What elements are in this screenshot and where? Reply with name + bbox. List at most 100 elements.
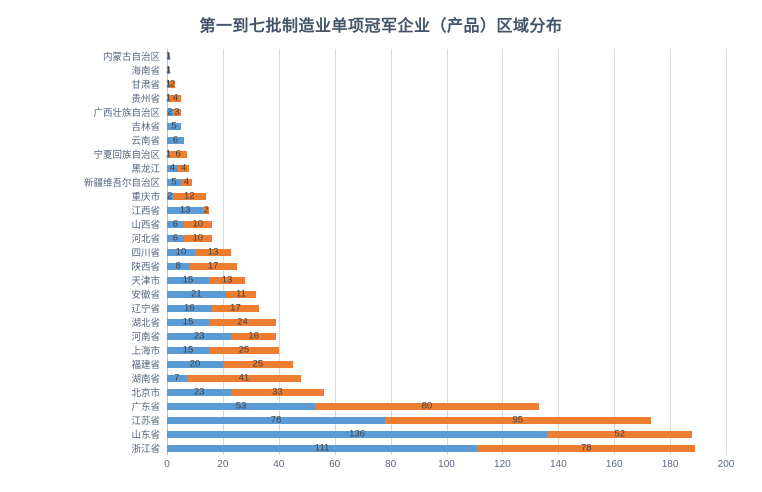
bar-segment-series-2-orange[interactable]: 4 xyxy=(178,163,190,172)
bar-segment-series-2-orange[interactable]: 2 xyxy=(203,205,209,214)
bar-segment-series-2-orange[interactable]: 80 xyxy=(315,401,539,410)
data-label: 10 xyxy=(192,232,204,244)
bar-segment-series-1-blue[interactable]: 1 xyxy=(166,79,171,88)
bar-row: 云南省 6 xyxy=(0,133,727,147)
category-label: 北京市 xyxy=(131,388,160,399)
bar-segment-series-1-blue[interactable]: 21 xyxy=(167,289,226,298)
category-label: 陕西省 xyxy=(131,262,160,273)
data-label: 6 xyxy=(172,218,179,230)
bar-segment-series-2-orange[interactable]: 13 xyxy=(208,274,246,286)
category-label: 重庆市 xyxy=(131,192,160,203)
data-label: 10 xyxy=(175,246,187,258)
bar-segment-series-1-blue[interactable]: 6 xyxy=(167,218,184,230)
bar-segment-series-1-blue[interactable]: 5 xyxy=(167,121,181,130)
bar-row: 广东省 53 80 xyxy=(0,399,727,413)
data-label: 5 xyxy=(171,176,177,188)
category-label: 四川省 xyxy=(131,248,160,259)
bar-row: 内蒙古自治区 1 xyxy=(0,49,727,63)
bar-row: 新疆维吾尔自治区 5 4 xyxy=(0,175,727,189)
category-label: 云南省 xyxy=(131,136,160,147)
bar-segment-series-2-orange[interactable]: 4 xyxy=(169,93,181,102)
category-label: 浙江省 xyxy=(131,444,160,455)
bar-segment-series-2-orange[interactable]: 16 xyxy=(231,331,276,340)
bar-segment-series-1-blue[interactable]: 1 xyxy=(166,93,171,102)
bar-segment-series-1-blue[interactable]: 15 xyxy=(167,345,209,354)
bar-segment-series-1-blue[interactable]: 1 xyxy=(166,51,171,60)
bar-row: 天津市 15 13 xyxy=(0,273,727,287)
bar-segment-series-1-blue[interactable]: 4 xyxy=(167,163,179,172)
bar-segment-series-2-orange[interactable]: 78 xyxy=(477,442,696,454)
bar-segment-series-1-blue[interactable]: 2 xyxy=(167,107,173,116)
bar-row: 四川省 10 13 xyxy=(0,245,727,259)
bar-segment-series-1-blue[interactable]: 23 xyxy=(167,386,232,398)
category-label: 山东省 xyxy=(131,430,160,441)
bar-row: 北京市 23 33 xyxy=(0,385,727,399)
bar-row: 山西省 6 10 xyxy=(0,217,727,231)
data-label: 23 xyxy=(193,386,205,398)
bar-segment-series-2-orange[interactable]: 3 xyxy=(172,107,181,116)
x-tick-label: 200 xyxy=(717,459,735,470)
bar-segment-series-2-orange[interactable]: 95 xyxy=(385,414,651,426)
bar-segment-series-2-orange[interactable]: 10 xyxy=(183,219,212,228)
bar-segment-series-2-orange[interactable]: 4 xyxy=(180,176,193,188)
gridline xyxy=(670,49,672,455)
bar-segment-series-1-blue[interactable]: 5 xyxy=(167,176,181,188)
bar-segment-series-1-blue[interactable]: 15 xyxy=(167,317,209,326)
x-tick-label: 120 xyxy=(494,459,511,470)
category-label: 河北省 xyxy=(131,234,160,245)
bar-track: 1 xyxy=(166,51,726,60)
bar-segment-series-2-orange[interactable]: 10 xyxy=(183,232,212,244)
bar-segment-series-1-blue[interactable]: 7 xyxy=(167,373,187,382)
bar-segment-series-2-orange[interactable]: 2 xyxy=(169,78,176,90)
bar-segment-series-1-blue[interactable]: 10 xyxy=(167,246,195,258)
category-label: 甘肃省 xyxy=(131,80,160,91)
bar-segment-series-1-blue[interactable]: 78 xyxy=(167,415,385,424)
bar-segment-series-1-blue[interactable]: 15 xyxy=(167,274,209,286)
bar-segment-series-1-blue[interactable]: 1 xyxy=(166,149,171,158)
bar-row: 吉林省 5 xyxy=(0,119,727,133)
bar-segment-series-2-orange[interactable]: 25 xyxy=(208,345,279,354)
bar-row: 河北省 6 10 xyxy=(0,231,727,245)
bar-row: 甘肃省 1 2 xyxy=(0,77,727,91)
bar-segment-series-2-orange[interactable]: 25 xyxy=(222,359,293,368)
data-label: 15 xyxy=(182,274,194,286)
bar-segment-series-2-orange[interactable]: 13 xyxy=(194,247,232,256)
bar-segment-series-1-blue[interactable]: 2 xyxy=(167,191,173,200)
bar-segment-series-2-orange[interactable]: 12 xyxy=(172,190,207,202)
data-label: 78 xyxy=(580,442,592,454)
x-tick-label: 160 xyxy=(605,459,623,470)
bar-row: 贵州省 1 4 xyxy=(0,91,727,105)
bar-segment-series-1-blue[interactable]: 6 xyxy=(167,135,184,144)
chart-title: 第一到七批制造业单项冠军企业（产品）区域分布 xyxy=(199,18,563,35)
bar-segment-series-2-orange[interactable]: 17 xyxy=(211,303,260,312)
bar-segment-series-2-orange[interactable]: 41 xyxy=(186,373,302,382)
bar-segment-series-1-blue[interactable]: 136 xyxy=(167,429,548,438)
data-label: 12 xyxy=(184,190,195,202)
bar-segment-series-2-orange[interactable]: 6 xyxy=(169,149,187,158)
bar-segment-series-1-blue[interactable]: 111 xyxy=(167,443,478,452)
bar-segment-series-1-blue[interactable]: 13 xyxy=(167,205,204,214)
bar-segment-series-2-orange[interactable]: 11 xyxy=(225,289,257,298)
category-label: 广东省 xyxy=(131,402,160,413)
bar-track: 2 12 xyxy=(167,190,726,202)
bar-segment-series-1-blue[interactable]: 20 xyxy=(167,359,223,368)
bar-segment-series-2-orange[interactable]: 33 xyxy=(231,387,324,396)
bar-track: 15 25 xyxy=(167,345,726,354)
bar-segment-series-2-orange[interactable]: 52 xyxy=(547,429,693,438)
category-label: 贵州省 xyxy=(131,94,160,105)
bar-segment-series-1-blue[interactable]: 8 xyxy=(167,261,190,270)
data-label: 13 xyxy=(221,274,233,286)
bar-segment-series-1-blue[interactable]: 6 xyxy=(167,233,184,242)
data-label: 95 xyxy=(512,414,524,426)
bar-segment-series-1-blue[interactable]: 16 xyxy=(167,303,212,312)
bar-segment-series-1-blue[interactable]: 1 xyxy=(166,65,171,74)
data-label: 2 xyxy=(169,78,176,90)
data-label: 4 xyxy=(183,176,190,188)
x-tick-label: 20 xyxy=(217,459,229,470)
bar-segment-series-2-orange[interactable]: 17 xyxy=(189,261,237,270)
bar-segment-series-1-blue[interactable]: 53 xyxy=(167,401,316,410)
bar-segment-series-1-blue[interactable]: 23 xyxy=(167,331,232,340)
bar-segment-series-2-orange[interactable]: 24 xyxy=(208,317,276,326)
category-label: 安徽省 xyxy=(131,290,160,301)
